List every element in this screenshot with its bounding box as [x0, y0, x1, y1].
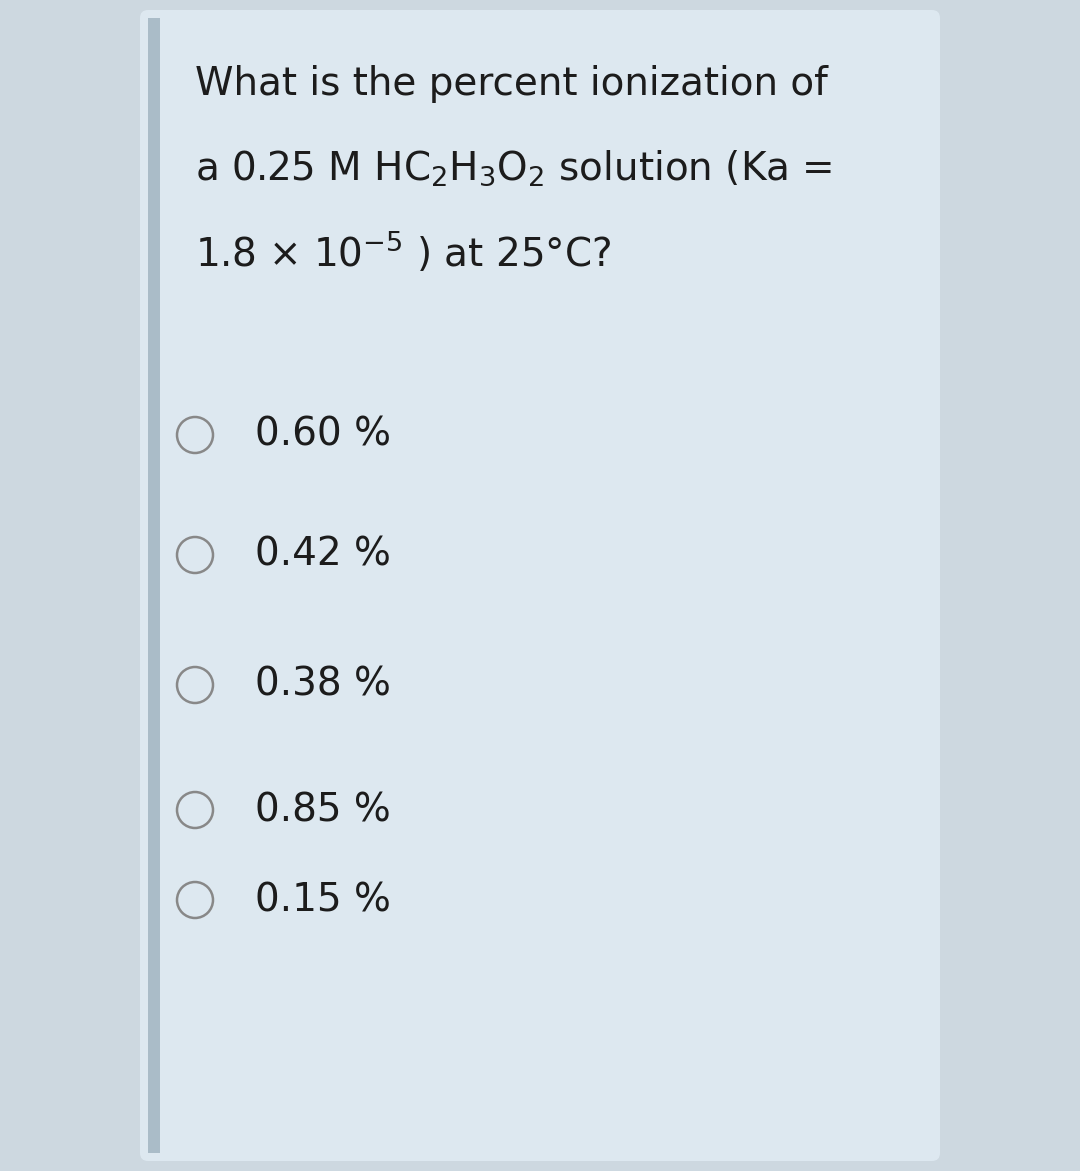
Text: 0.42 %: 0.42 %: [255, 536, 391, 574]
Bar: [148, 18, 160, 1153]
Text: 0.85 %: 0.85 %: [255, 790, 391, 829]
FancyBboxPatch shape: [140, 11, 940, 1160]
Text: 0.15 %: 0.15 %: [255, 881, 391, 919]
Text: What is the percent ionization of: What is the percent ionization of: [195, 66, 828, 103]
Text: a 0.25 M HC$_2$H$_3$O$_2$ solution (Ka =: a 0.25 M HC$_2$H$_3$O$_2$ solution (Ka =: [195, 148, 833, 187]
Text: 1.8 × 10$^{-5}$ ) at 25°C?: 1.8 × 10$^{-5}$ ) at 25°C?: [195, 230, 611, 274]
Text: 0.60 %: 0.60 %: [255, 416, 391, 454]
Text: 0.38 %: 0.38 %: [255, 666, 391, 704]
